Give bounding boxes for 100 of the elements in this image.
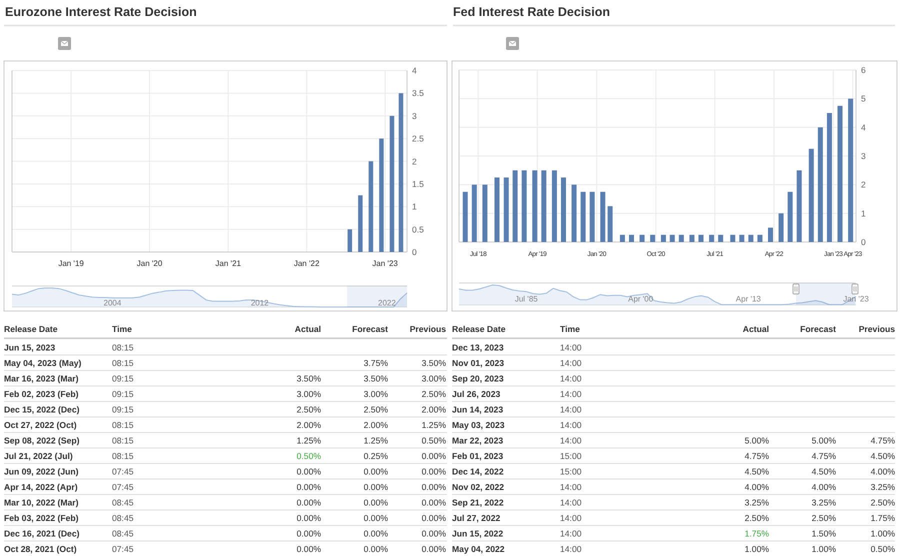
text: 14:00: [560, 544, 582, 554]
category-label: Dec 16, 2021 (Dec): [4, 528, 80, 538]
text: 09:15: [112, 373, 134, 384]
x-tick-label: 2012: [250, 298, 270, 308]
bar: [552, 170, 557, 242]
y-tick-label: 0.5: [412, 224, 424, 234]
text: 1.00%: [870, 528, 895, 538]
category-label: Oct 28, 2021 (Oct): [4, 544, 77, 554]
bar: [512, 170, 518, 242]
bar: [808, 148, 814, 242]
text: 4.75%: [744, 450, 769, 461]
text: 08:45: [112, 528, 134, 538]
text: 14:00: [560, 435, 582, 446]
bar: [640, 234, 645, 242]
bar: [698, 234, 704, 242]
y-tick-label: 5: [861, 94, 866, 104]
text: 0.00%: [296, 466, 321, 476]
text: 0.00%: [296, 512, 321, 523]
bar: [494, 178, 500, 242]
bar: [580, 192, 586, 242]
text: 07:45: [112, 544, 134, 554]
category-label: Forecast: [352, 324, 388, 334]
bar: [689, 234, 694, 242]
text: 07:45: [112, 466, 134, 476]
category-label: Oct 27, 2022 (Oct): [4, 420, 77, 430]
text: 14:00: [560, 373, 582, 384]
y-tick-label: 3: [412, 110, 417, 121]
y-tick-label: 1.5: [412, 178, 424, 189]
text: 0.00%: [364, 466, 388, 476]
category-label: Forecast: [800, 324, 836, 334]
y-tick-label: 4: [412, 66, 417, 76]
x-tick-label: Jan '23: [372, 259, 398, 268]
text: 0.50%: [422, 435, 446, 446]
text: 3.50%: [296, 373, 321, 384]
y-tick-label: 2.5: [412, 134, 424, 144]
text: 4.75%: [812, 450, 836, 461]
bar: [678, 234, 684, 242]
bar: [757, 234, 762, 242]
category-label: Previous: [858, 324, 896, 334]
category-label: Feb 02, 2023 (Feb): [4, 388, 79, 399]
bar: [826, 113, 832, 242]
bar: [620, 234, 625, 242]
x-tick-label: Jul '85: [514, 294, 538, 304]
text: 2.50%: [870, 497, 895, 508]
bar: [748, 234, 754, 242]
text: 14:00: [560, 358, 582, 368]
text: 2.00%: [296, 420, 321, 430]
text: 08:45: [112, 497, 134, 508]
text: 1.25%: [364, 435, 388, 446]
text: 4.75%: [870, 435, 895, 446]
category-label: Dec 15, 2022 (Dec): [4, 404, 80, 414]
category-label: Actual: [742, 324, 769, 334]
category-label: Jul 21, 2022 (Jul): [4, 450, 73, 461]
text: 08:15: [112, 450, 134, 461]
text: 3.25%: [812, 497, 836, 508]
bar: [796, 170, 802, 242]
text: 0.50%: [296, 450, 321, 461]
category-label: Sep 20, 2023: [452, 373, 504, 384]
text: 0.00%: [364, 512, 388, 523]
y-tick-label: 6: [861, 65, 866, 75]
bar: [522, 170, 527, 242]
category-label: Jun 15, 2023: [4, 342, 56, 352]
bar: [709, 234, 714, 242]
bar: [650, 234, 656, 242]
category-label: Sep 08, 2022 (Sep): [4, 435, 80, 446]
text: 3.50%: [364, 373, 388, 384]
category-label: Mar 16, 2023 (Mar): [4, 373, 79, 384]
bar: [628, 234, 634, 242]
chart-title: Eurozone Interest Rate Decision: [5, 5, 197, 19]
bar: [608, 206, 613, 242]
bar: [838, 106, 843, 242]
x-tick-label: Jan '19: [58, 259, 84, 268]
bar: [818, 127, 823, 242]
category-label: Jun 14, 2023: [452, 404, 504, 414]
category-label: Jun 15, 2022: [452, 528, 504, 538]
text: 14:00: [560, 420, 582, 430]
category-label: Jul 26, 2023: [452, 388, 500, 399]
bar: [730, 234, 736, 242]
text: 4.50%: [870, 450, 895, 461]
text: 2.50%: [812, 512, 836, 523]
x-tick-label: 2022: [378, 298, 396, 308]
text: 2.50%: [364, 404, 388, 414]
bar: [778, 213, 784, 242]
category-label: Dec 14, 2022: [452, 466, 504, 476]
text: 0.00%: [422, 497, 446, 508]
text: 0.00%: [422, 512, 446, 523]
bar: [358, 195, 363, 252]
text: 5.00%: [812, 435, 836, 446]
text: 0.50%: [870, 544, 895, 554]
text: 3.25%: [870, 482, 895, 492]
category-label: Time: [560, 324, 580, 334]
text: 15:00: [560, 466, 582, 476]
category-label: Feb 03, 2022 (Feb): [4, 512, 79, 523]
bar: [472, 184, 477, 242]
text: 0.00%: [364, 497, 388, 508]
text: 3.00%: [364, 388, 388, 399]
category-label: Mar 10, 2022 (Mar): [4, 497, 79, 508]
x-tick-label: Apr '13: [736, 294, 762, 304]
text: 0.25%: [364, 450, 388, 461]
text: 15:00: [560, 450, 582, 461]
